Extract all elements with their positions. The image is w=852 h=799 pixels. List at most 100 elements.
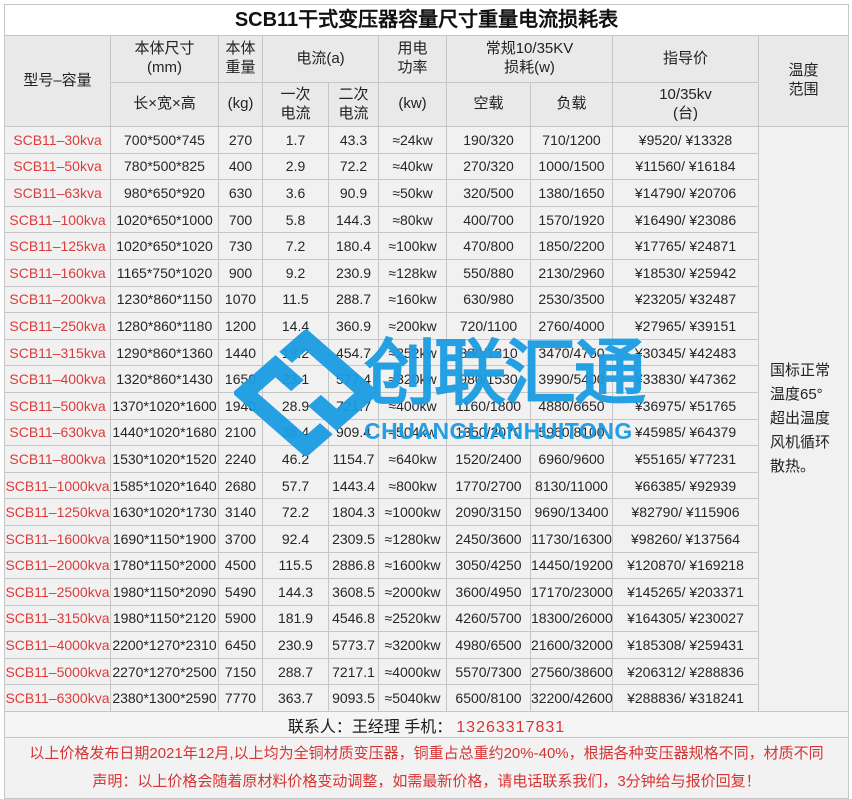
size-cell: 1280*860*1180 [110,312,219,340]
col-header-load-loss: 负载 [530,82,613,127]
price-cell: ¥36975/ ¥51765 [612,391,759,420]
primary-current-cell: 7.2 [262,232,329,260]
model-cell: SCB11–630kva [4,418,111,447]
table-row: SCB11–100kva 1020*650*1000 700 5.8 144.3 ≈80k… [4,205,849,234]
secondary-current-cell: 1804.3 [328,498,379,526]
header-row-1: 型号–容量 本体尺寸 (mm) 本体 重量 电流(a) 用电 功率 常规10/3… [4,35,849,127]
col-header-secondary-current: 二次 电流 [328,82,379,127]
power-cell: ≈5040kw [378,684,447,713]
primary-current-cell: 2.9 [262,152,329,181]
price-cell: ¥16490/ ¥23086 [612,205,759,234]
load-loss-cell: 18300/26000 [530,604,613,633]
contact-phone: 13263317831 [456,718,566,736]
price-cell: ¥45985/ ¥64379 [612,418,759,447]
table-row: SCB11–125kva 1020*650*1020 730 7.2 180.4 ≈100… [4,232,849,260]
primary-current-cell: 3.6 [262,179,329,207]
power-cell: ≈1000kw [378,498,447,526]
model-cell: SCB11–200kva [4,285,111,314]
secondary-current-cell: 144.3 [328,205,379,234]
model-cell: SCB11–250kva [4,312,111,340]
primary-current-cell: 9.2 [262,258,329,287]
col-header-loss: 常规10/35KV 损耗(w) [446,35,613,83]
weight-cell: 400 [218,152,263,181]
primary-current-cell: 14.4 [262,312,329,340]
contact-row: 联系人：王经理 手机： 13263317831 [4,711,849,739]
col-header-weight-unit: (kg) [218,82,263,127]
weight-cell: 630 [218,179,263,207]
secondary-current-cell: 3608.5 [328,578,379,606]
secondary-current-cell: 72.2 [328,152,379,181]
table-row: SCB11–160kva 1165*750*1020 900 9.2 230.9 ≈128… [4,258,849,287]
notes-cell: 以上价格发布日期2021年12月,以上均为全铜材质变压器，铜重占总重约20%-4… [4,737,849,799]
price-cell: ¥9520/ ¥13328 [612,126,759,154]
weight-cell: 7770 [218,684,263,713]
size-cell: 1630*1020*1730 [110,498,219,526]
weight-cell: 6450 [218,631,263,659]
load-loss-cell: 3470/4750 [530,338,613,367]
temperature-note: 国标正常 温度65° 超出温度 风机循环 散热。 [758,125,849,713]
power-cell: ≈3200kw [378,631,447,659]
power-cell: ≈2000kw [378,578,447,606]
price-cell: ¥30345/ ¥42483 [612,338,759,367]
noload-loss-cell: 4260/5700 [446,604,531,633]
note-line-1: 以上价格发布日期2021年12月,以上均为全铜材质变压器，铜重占总重约20%-4… [29,745,824,763]
price-cell: ¥66385/ ¥92939 [612,471,759,500]
secondary-current-cell: 2309.5 [328,524,379,553]
table-row: SCB11–500kva 1370*1020*1600 1940 28.9 721.7 ≈… [4,391,849,420]
secondary-current-cell: 721.7 [328,391,379,420]
title-row: SCB11干式变压器容量尺寸重量电流损耗表 [4,4,849,36]
power-cell: ≈320kw [378,365,447,393]
size-cell: 1780*1150*2000 [110,551,219,580]
col-header-size-sub: 长×宽×高 [110,82,219,127]
power-cell: ≈252kw [378,338,447,367]
weight-cell: 270 [218,126,263,154]
model-cell: SCB11–50kva [4,152,111,181]
secondary-current-cell: 9093.5 [328,684,379,713]
col-header-model: 型号–容量 [4,35,111,127]
col-header-current: 电流(a) [262,35,379,83]
size-cell: 1530*1020*1520 [110,445,219,473]
load-loss-cell: 1000/1500 [530,152,613,181]
table-row: SCB11–315kva 1290*860*1360 1440 18.2 454.7 ≈2… [4,338,849,367]
load-loss-cell: 9690/13400 [530,498,613,526]
model-cell: SCB11–30kva [4,126,111,154]
price-cell: ¥18530/ ¥25942 [612,258,759,287]
price-cell: ¥206312/ ¥288836 [612,657,759,686]
model-cell: SCB11–5000kva [4,657,111,686]
table-row: SCB11–2500kva 1980*1150*2090 5490 144.3 3608… [4,578,849,606]
noload-loss-cell: 980/1530 [446,365,531,393]
load-loss-cell: 2130/2960 [530,258,613,287]
model-cell: SCB11–63kva [4,179,111,207]
price-cell: ¥82790/ ¥115906 [612,498,759,526]
size-cell: 780*500*825 [110,152,219,181]
weight-cell: 1650 [218,365,263,393]
load-loss-cell: 1380/1650 [530,179,613,207]
table-row: SCB11–4000kva 2200*1270*2310 6450 230.9 5773… [4,631,849,659]
load-loss-cell: 3990/5400 [530,365,613,393]
header-row-2: 长×宽×高 (kg) 一次 电流 二次 电流 (kw) 空载 负载 10/35k… [5,82,849,127]
primary-current-cell: 28.9 [262,391,329,420]
secondary-current-cell: 90.9 [328,179,379,207]
load-loss-cell: 2530/3500 [530,285,613,314]
size-cell: 700*500*745 [110,126,219,154]
weight-cell: 1200 [218,312,263,340]
primary-current-cell: 18.2 [262,338,329,367]
page-title: SCB11干式变压器容量尺寸重量电流损耗表 [4,4,849,36]
noload-loss-cell: 320/500 [446,179,531,207]
weight-cell: 3140 [218,498,263,526]
power-cell: ≈2520kw [378,604,447,633]
power-cell: ≈1600kw [378,551,447,580]
secondary-current-cell: 180.4 [328,232,379,260]
price-cell: ¥27965/ ¥39151 [612,312,759,340]
price-cell: ¥33830/ ¥47362 [612,365,759,393]
size-cell: 2380*1300*2590 [110,684,219,713]
col-header-temperature: 温度 范围 [758,35,849,127]
secondary-current-cell: 7217.1 [328,657,379,686]
model-cell: SCB11–6300kva [4,684,111,713]
power-cell: ≈640kw [378,445,447,473]
load-loss-cell: 4880/6650 [530,391,613,420]
col-header-power-unit: (kw) [378,82,447,127]
price-cell: ¥145265/ ¥203371 [612,578,759,606]
weight-cell: 3700 [218,524,263,553]
power-cell: ≈200kw [378,312,447,340]
